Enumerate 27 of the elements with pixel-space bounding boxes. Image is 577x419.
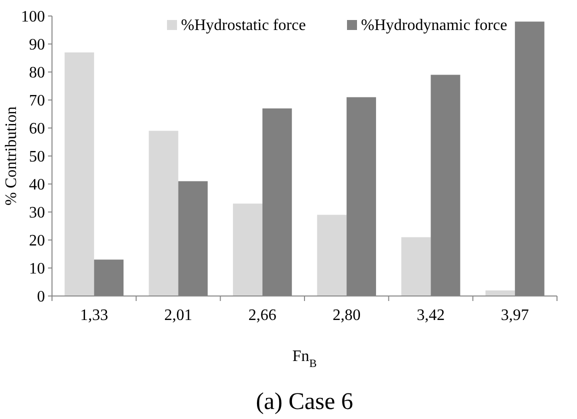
text: (a) Case 6 xyxy=(256,389,354,415)
y-tick-label: 20 xyxy=(29,232,45,250)
bar xyxy=(64,52,94,296)
bar xyxy=(232,204,262,296)
bar xyxy=(148,130,178,296)
legend-label: %Hydrodynamic force xyxy=(361,17,508,34)
y-tick-label: 90 xyxy=(29,36,45,54)
y-tick-label: 10 xyxy=(29,260,45,278)
y-tick-label: 100 xyxy=(21,8,45,26)
y-tick-label: 60 xyxy=(29,120,45,138)
x-tick-label: 2,66 xyxy=(248,307,276,324)
x-tick-label: 1,33 xyxy=(80,307,108,324)
x-tick-label: 2,01 xyxy=(164,307,192,324)
y-tick-label: 80 xyxy=(29,64,45,82)
y-axis-title: % Contribution xyxy=(3,106,20,206)
legend-label: %Hydrostatic force xyxy=(181,17,306,34)
y-tick-label: 70 xyxy=(29,92,45,110)
x-tick-label: 3,42 xyxy=(416,307,445,324)
x-tick-label: 2,80 xyxy=(332,307,361,324)
bar xyxy=(317,214,347,296)
x-tick-label: 3,97 xyxy=(500,307,529,324)
y-tick-label: 30 xyxy=(29,204,45,222)
bar xyxy=(401,237,431,296)
x-axis-title: Fn$_{B}$ xyxy=(292,348,317,370)
y-tick-label: 0 xyxy=(37,288,45,306)
y-tick-label: 50 xyxy=(29,148,45,166)
y-tick-label: 40 xyxy=(29,176,45,194)
